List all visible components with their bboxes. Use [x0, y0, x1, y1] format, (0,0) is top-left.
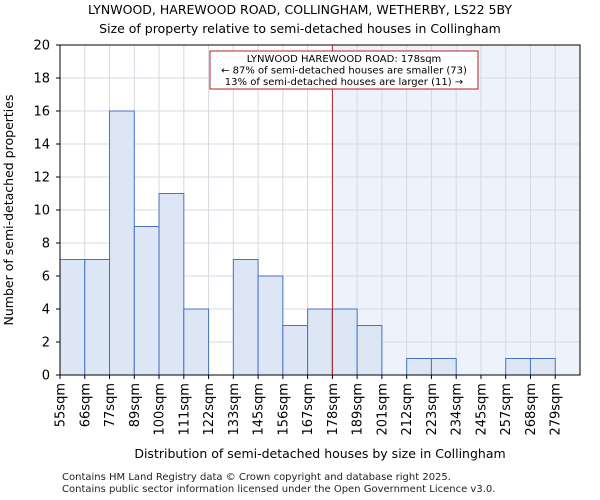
x-tick-label: 234sqm — [450, 383, 465, 436]
x-tick-label: 66sqm — [78, 383, 93, 427]
y-tick-label: 10 — [33, 204, 50, 219]
x-tick-label: 55sqm — [54, 383, 69, 427]
y-axis-label: Number of semi-detached properties — [1, 95, 16, 326]
y-tick-label: 20 — [33, 39, 50, 54]
bar — [406, 358, 432, 376]
annotation-line-1: LYNWOOD HAREWOOD ROAD: 178sqm — [247, 54, 442, 65]
x-tick-label: 245sqm — [474, 383, 489, 436]
x-tick-label: 77sqm — [103, 383, 118, 427]
bar — [257, 275, 284, 376]
footer-licence: Contains public sector information licen… — [62, 484, 496, 495]
y-tick-label: 2 — [42, 336, 50, 351]
x-tick-label: 279sqm — [549, 383, 564, 436]
bar — [307, 308, 333, 376]
bar — [158, 193, 185, 376]
x-tick-label: 133sqm — [227, 383, 242, 436]
bar — [109, 110, 135, 376]
bar — [84, 259, 111, 376]
annotation-line-3: 13% of semi-detached houses are larger (… — [225, 77, 463, 88]
x-tick-label: 212sqm — [400, 383, 415, 436]
x-tick-label: 156sqm — [276, 383, 291, 436]
y-tick-label: 12 — [33, 171, 50, 186]
bar — [59, 259, 86, 376]
chart-subtitle: Size of property relative to semi-detach… — [99, 21, 501, 36]
bar — [505, 358, 531, 376]
bar — [282, 325, 309, 376]
y-tick-label: 18 — [33, 72, 50, 87]
x-tick-label: 223sqm — [425, 383, 440, 436]
bar — [356, 325, 383, 376]
x-tick-label: 178sqm — [326, 383, 341, 436]
bar — [529, 358, 556, 376]
x-tick-label: 268sqm — [524, 383, 539, 436]
annotation-line-2: ← 87% of semi-detached houses are smalle… — [221, 66, 467, 77]
bar — [183, 308, 210, 376]
y-tick-label: 0 — [42, 369, 50, 384]
x-tick-label: 201sqm — [375, 383, 390, 436]
bar — [232, 259, 259, 376]
x-tick-label: 100sqm — [153, 383, 168, 436]
y-tick-label: 6 — [42, 270, 50, 285]
x-tick-label: 89sqm — [128, 383, 143, 427]
x-tick-label: 167sqm — [301, 383, 316, 436]
chart-title: LYNWOOD, HAREWOOD ROAD, COLLINGHAM, WETH… — [87, 2, 512, 17]
x-axis-label: Distribution of semi-detached houses by … — [134, 446, 505, 461]
y-tick-label: 8 — [42, 237, 50, 252]
y-tick-label: 14 — [33, 138, 50, 153]
annotation-box — [209, 50, 479, 90]
footer-copyright: Contains HM Land Registry data © Crown c… — [62, 472, 451, 483]
bar — [331, 308, 358, 376]
x-tick-label: 145sqm — [252, 383, 267, 436]
x-tick-label: 122sqm — [202, 383, 217, 436]
bar — [133, 226, 160, 376]
x-tick-label: 257sqm — [499, 383, 514, 436]
y-tick-label: 4 — [42, 303, 50, 318]
x-tick-label: 189sqm — [351, 383, 366, 436]
histogram-chart: 0 2 4 6 8 10 12 14 16 18 20 55sqm 66sqm 77sqm 89sqm 100… — [1, 39, 581, 461]
x-tick-label: 111sqm — [177, 383, 192, 436]
y-tick-label: 16 — [33, 105, 50, 120]
bar — [430, 358, 457, 376]
